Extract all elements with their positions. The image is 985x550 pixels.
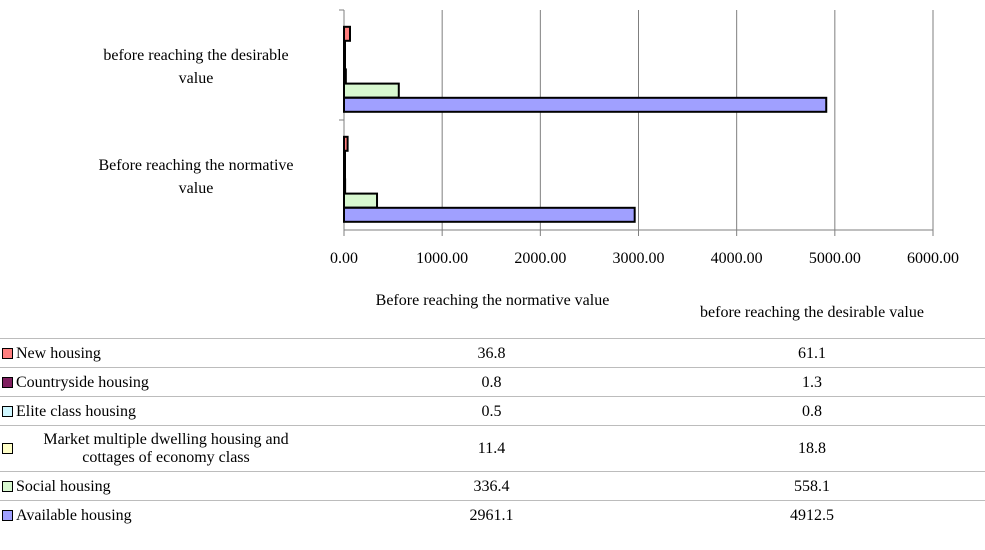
legend-entry: Elite class housing	[2, 397, 136, 426]
table-row: New housing 36.8 61.1	[0, 338, 985, 368]
legend-label: New housing	[16, 344, 101, 362]
table-cell: 0.8	[802, 402, 822, 420]
table-row: Available housing 2961.1 4912.5	[0, 500, 985, 530]
bar	[343, 25, 351, 42]
table-cell: 18.8	[798, 440, 826, 457]
table-row: Social housing 336.4 558.1	[0, 471, 985, 501]
legend-swatch	[2, 509, 13, 521]
bar	[343, 206, 636, 223]
legend-swatch	[2, 405, 13, 417]
legend-swatch	[2, 480, 13, 492]
category-label: Before reaching the normative	[98, 157, 293, 174]
table-cell: 36.8	[477, 344, 506, 362]
legend-label: Market multiple dwelling housing and cot…	[43, 431, 289, 466]
legend-label: Countryside housing	[16, 373, 149, 391]
table-row: Market multiple dwelling housing and cot…	[0, 425, 985, 472]
table-cell: 4912.5	[790, 506, 834, 524]
x-tick-label: 5000.00	[809, 250, 861, 267]
table-cell: 0.5	[481, 402, 502, 420]
table-cell: 2961.1	[469, 506, 514, 524]
category-label: value	[179, 70, 214, 87]
table-row: Countryside housing 0.8 1.3	[0, 367, 985, 397]
x-tick-label: 1000.00	[416, 250, 468, 267]
table-cell: 11.4	[477, 440, 506, 457]
x-tick-label: 0.00	[330, 250, 358, 267]
table-header-normative: Before reaching the normative value	[375, 292, 610, 309]
table-row: Elite class housing 0.5 0.8	[0, 396, 985, 426]
legend-entry: Market multiple dwelling housing and cot…	[2, 426, 316, 472]
legend-entry: New housing	[2, 339, 101, 368]
legend-entry: Countryside housing	[2, 368, 149, 397]
table-cell: 558.1	[794, 477, 830, 495]
table-header-desirable: before reaching the desirable value	[700, 304, 924, 321]
x-tick-label: 2000.00	[514, 250, 566, 267]
category-label: value	[179, 180, 214, 197]
table-cell: 1.3	[802, 373, 822, 391]
legend-label: Social housing	[16, 477, 111, 495]
legend-label: Elite class housing	[16, 402, 136, 420]
legend-label: Available housing	[16, 506, 132, 524]
x-tick-label: 3000.00	[613, 250, 665, 267]
legend-swatch	[2, 443, 13, 454]
x-tick-label: 6000.00	[907, 250, 959, 267]
legend-swatch	[2, 376, 13, 388]
legend-entry: Social housing	[2, 472, 111, 501]
legend-entry: Available housing	[2, 501, 132, 530]
table-cell: 336.4	[473, 477, 510, 495]
x-tick-label: 4000.00	[711, 250, 763, 267]
table-cell: 0.8	[481, 373, 502, 391]
legend-swatch	[2, 347, 13, 359]
table-cell: 61.1	[798, 344, 826, 362]
category-label: before reaching the desirable	[103, 47, 288, 64]
bar	[343, 96, 828, 113]
